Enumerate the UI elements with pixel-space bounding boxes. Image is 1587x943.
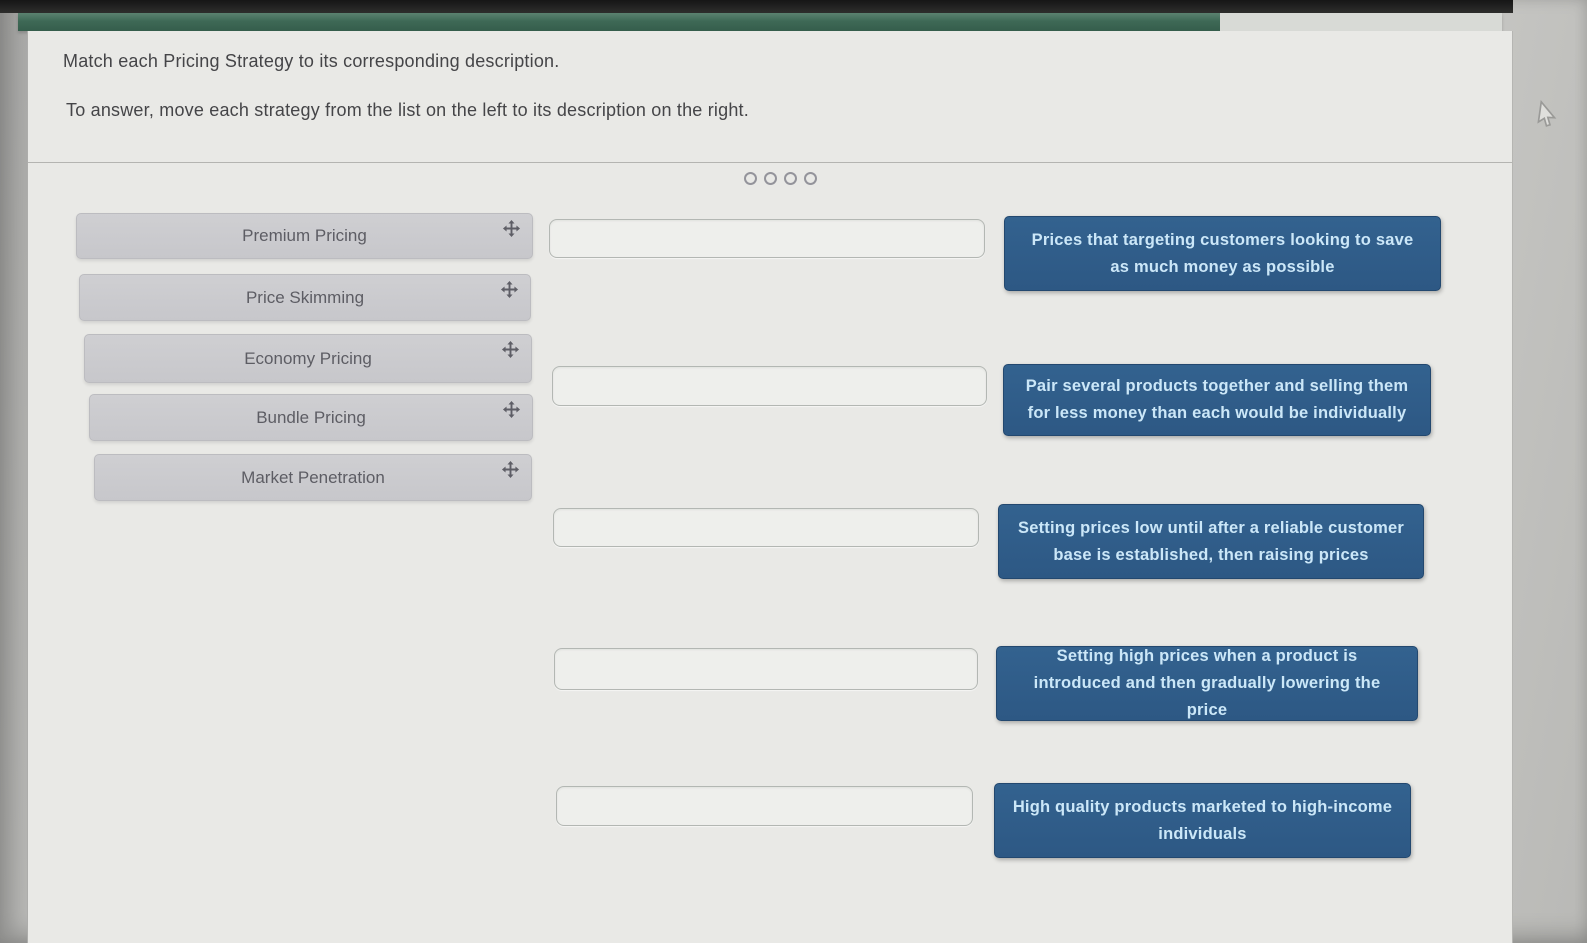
- description-card-3: Setting prices low until after a reliabl…: [998, 504, 1424, 579]
- description-card-4: Setting high prices when a product is in…: [996, 646, 1418, 721]
- progress-bar: [18, 13, 1502, 31]
- move-icon: [502, 219, 521, 238]
- strategy-label: Premium Pricing: [242, 226, 367, 245]
- strategy-label: Price Skimming: [245, 287, 365, 307]
- drop-zone-4[interactable]: [554, 648, 978, 690]
- drop-zone-2[interactable]: [552, 366, 987, 406]
- pagination-dot[interactable]: [744, 172, 757, 185]
- strategy-item-premium-pricing[interactable]: Premium Pricing: [76, 213, 533, 259]
- description-card-2: Pair several products together and selli…: [1003, 364, 1431, 436]
- move-icon: [502, 400, 521, 419]
- move-icon: [500, 280, 519, 299]
- mouse-cursor: [1537, 99, 1557, 127]
- drop-zone-3[interactable]: [553, 508, 979, 547]
- pagination-dot[interactable]: [784, 172, 797, 185]
- strategy-label: Market Penetration: [241, 467, 385, 487]
- strategy-item-economy-pricing[interactable]: Economy Pricing: [84, 334, 532, 383]
- progress-bar-fill: [18, 13, 1221, 31]
- description-card-5: High quality products marketed to high-i…: [994, 783, 1411, 858]
- strategy-item-bundle-pricing[interactable]: Bundle Pricing: [89, 394, 533, 441]
- strategy-label: Bundle Pricing: [256, 407, 366, 427]
- strategy-label: Economy Pricing: [244, 348, 372, 368]
- move-icon: [501, 460, 520, 479]
- drop-zone-1[interactable]: [549, 219, 985, 258]
- pagination-dots: [744, 172, 817, 185]
- strategy-item-market-penetration[interactable]: Market Penetration: [94, 454, 532, 501]
- question-instructions: To answer, move each strategy from the l…: [66, 100, 749, 120]
- pagination-dot[interactable]: [764, 172, 777, 185]
- question-card: Match each Pricing Strategy to its corre…: [27, 31, 1513, 943]
- strategy-item-price-skimming[interactable]: Price Skimming: [79, 274, 531, 321]
- pagination-dot[interactable]: [804, 172, 817, 185]
- move-icon: [501, 340, 520, 359]
- description-card-1: Prices that targeting customers looking …: [1004, 216, 1441, 291]
- window-top-strip: [0, 0, 1513, 13]
- drop-zone-5[interactable]: [556, 786, 973, 826]
- question-header: Match each Pricing Strategy to its corre…: [28, 31, 1512, 163]
- question-title: Match each Pricing Strategy to its corre…: [63, 51, 560, 71]
